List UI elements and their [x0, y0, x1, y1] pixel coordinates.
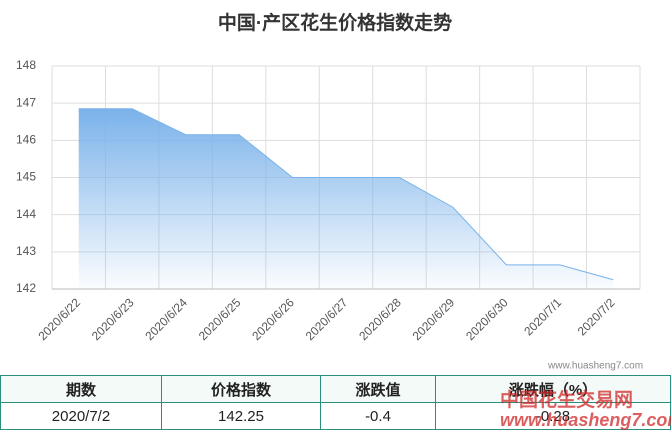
x-tick-label: 2020/6/29	[410, 295, 458, 343]
x-tick-label: 2020/6/28	[356, 295, 404, 343]
x-tick-label: 2020/7/1	[521, 295, 564, 338]
cell: 2020/7/2	[0, 402, 162, 430]
header-cell: 期数	[0, 375, 162, 403]
watermark-site: www.huasheng7.com	[547, 361, 643, 372]
x-tick-label: 2020/6/24	[142, 295, 190, 343]
header-cell: 涨跌幅（%）	[435, 375, 671, 403]
cell: -0.4	[320, 402, 436, 430]
y-tick-label: 145	[16, 170, 36, 184]
y-tick-label: 142	[16, 281, 36, 295]
x-tick-label: 2020/7/2	[575, 295, 618, 338]
y-tick-label: 144	[16, 207, 36, 221]
summary-table: 期数 价格指数 涨跌值 涨跌幅（%） 2020/7/2 142.25 -0.4 …	[0, 375, 671, 430]
header-cell: 涨跌值	[320, 375, 436, 403]
chart: 中国·产区花生价格指数走势 www.huasheng7.com 142 143 14…	[16, 11, 643, 372]
logo-url: www.huasheng7.com	[500, 410, 671, 430]
logo-name: 中国花生交易网	[500, 390, 634, 411]
table-header: 期数 价格指数 涨跌值 涨跌幅（%）	[0, 375, 671, 403]
x-tick-label: 2020/6/25	[196, 295, 244, 343]
cell: -0.28	[435, 402, 671, 430]
y-tick-label: 148	[16, 58, 36, 72]
y-tick-label: 146	[16, 133, 36, 147]
x-tick-label: 2020/6/23	[89, 295, 137, 343]
x-tick-label: 2020/6/22	[35, 295, 83, 343]
y-tick-label: 147	[16, 95, 36, 109]
header-cell: 价格指数	[161, 375, 321, 403]
x-tick-label: 2020/6/26	[249, 295, 297, 343]
chart-title: 中国·产区花生价格指数走势	[218, 11, 452, 34]
x-tick-label: 2020/6/30	[463, 295, 511, 343]
x-tick-label: 2020/6/27	[303, 295, 351, 343]
y-tick-label: 143	[16, 244, 36, 258]
table-row: 2020/7/2 142.25 -0.4 -0.28	[0, 402, 671, 430]
cell: 142.25	[161, 402, 321, 430]
area-line	[78, 108, 614, 281]
area-fill	[78, 108, 614, 289]
